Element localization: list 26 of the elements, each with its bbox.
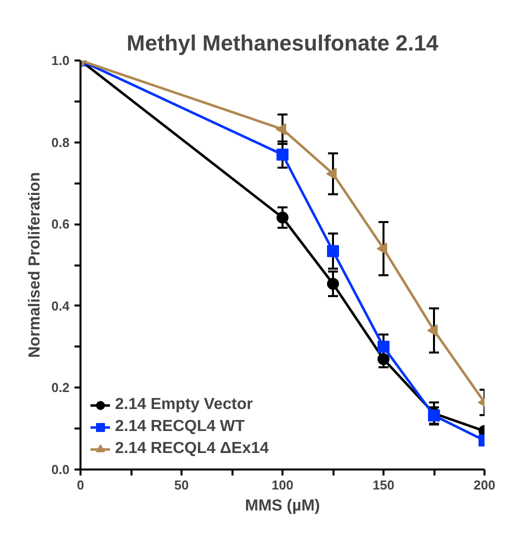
- x-tick-label: 150: [372, 478, 394, 492]
- point: [427, 324, 438, 336]
- x-tick-label: 0: [76, 478, 84, 492]
- chart-title: Methyl Methanesulfonate 2.14: [126, 30, 440, 56]
- point: [378, 353, 390, 366]
- x-tick-label: 200: [474, 478, 496, 492]
- x-tick-label: 100: [272, 478, 294, 492]
- point: [276, 212, 288, 224]
- y-tick-label: 0.4: [51, 298, 70, 314]
- y-tick-label: 0.6: [51, 216, 70, 232]
- point: [378, 340, 390, 353]
- point: [376, 242, 388, 255]
- x-axis-title: MMS (µM): [245, 498, 320, 514]
- legend-label: 2.14 RECQL4 WT: [115, 418, 245, 436]
- legend-label: 2.14 Empty Vector: [115, 396, 253, 414]
- y-tick-label: 0.0: [51, 462, 70, 477]
- y-tick-label: 0.8: [51, 134, 70, 150]
- x-tick-label: 50: [174, 478, 189, 492]
- point: [327, 278, 339, 290]
- y-tick-label: 0.2: [51, 380, 70, 396]
- point: [327, 245, 339, 258]
- point: [276, 148, 288, 161]
- y-tick-label: 1.0: [51, 53, 70, 68]
- legend-label: 2.14 RECQL4 ΔEx14: [115, 440, 269, 458]
- y-axis-title: Normalised Proliferation: [26, 172, 44, 358]
- point: [326, 168, 337, 180]
